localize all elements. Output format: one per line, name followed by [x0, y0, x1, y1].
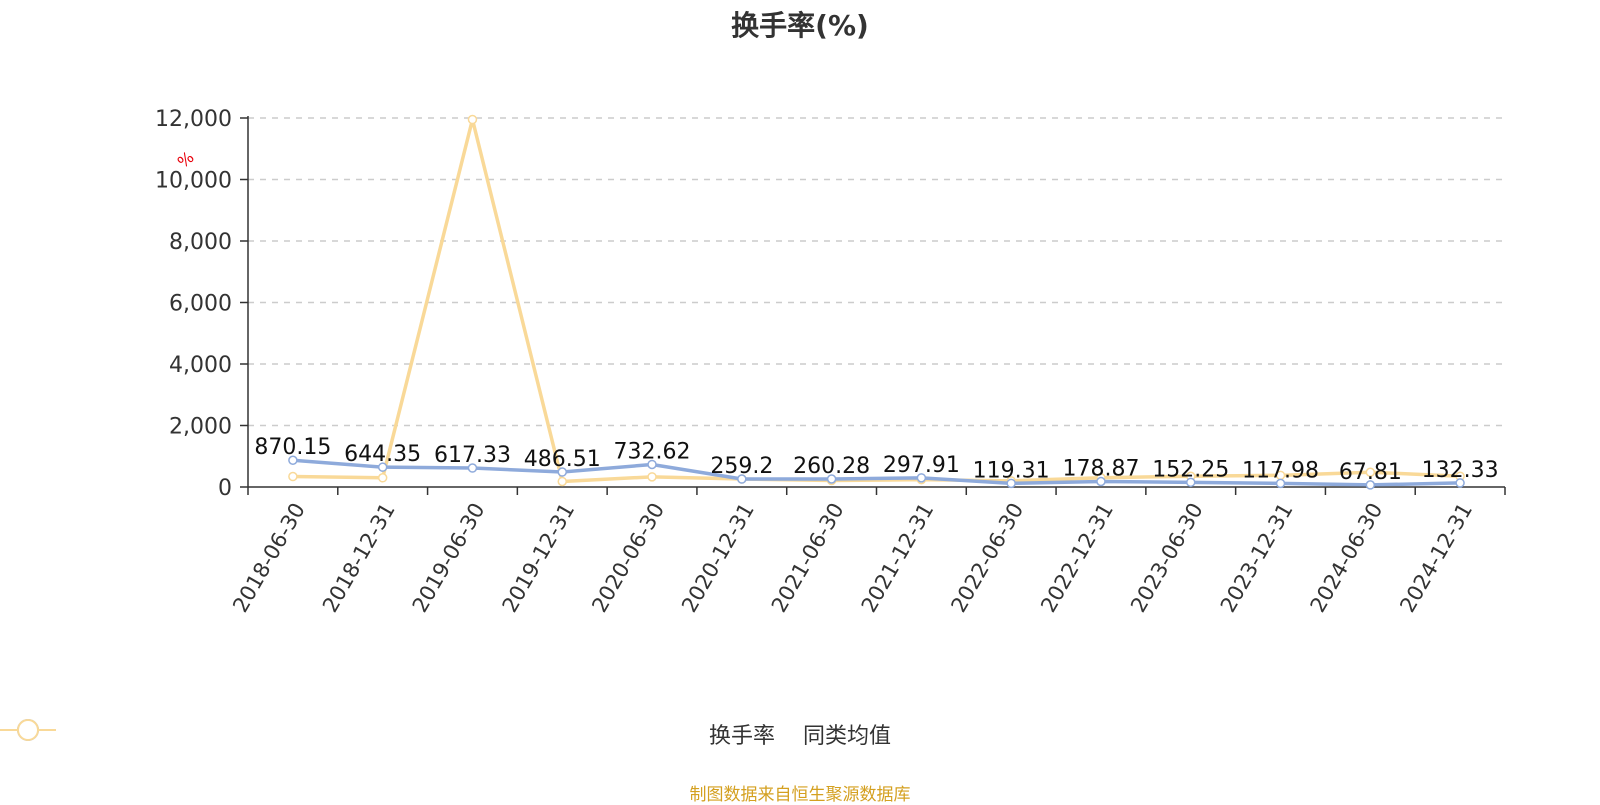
data-label: 119.31 [973, 458, 1050, 483]
legend-item-turnover[interactable]: 换手率 [0, 718, 775, 750]
data-label: 644.35 [344, 442, 421, 467]
data-labels: 870.15 644.35 617.33 486.51 732.62 259.2 260.2… [254, 435, 1498, 485]
data-label: 617.33 [434, 443, 511, 468]
grid-lines [248, 117, 1505, 427]
data-point-peer-average [647, 472, 657, 482]
x-tick-label: 2018-12-31 [318, 499, 400, 617]
data-label: 486.51 [524, 447, 601, 472]
x-tick-label: 2023-12-31 [1216, 499, 1298, 617]
legend: 换手率 同类均值 [0, 718, 1600, 750]
data-point-turnover [1096, 476, 1106, 487]
data-label: 117.98 [1242, 458, 1319, 483]
series-line-turnover [292, 458, 1461, 487]
data-point-turnover [1365, 480, 1376, 490]
x-tick-label: 2021-06-30 [767, 499, 849, 617]
data-label: 152.25 [1152, 457, 1229, 482]
series [288, 114, 1465, 490]
data-point-turnover [916, 473, 927, 483]
y-tick-label: 0 [218, 476, 232, 501]
data-point-peer-average [1365, 467, 1376, 477]
data-point-turnover [647, 459, 657, 470]
data-label: 67.81 [1339, 460, 1402, 485]
data-label: 260.28 [793, 454, 870, 479]
x-tick-label: 2022-12-31 [1036, 499, 1118, 617]
data-label: 732.62 [614, 439, 691, 464]
data-point-peer-average [557, 476, 567, 487]
data-point-turnover [1186, 477, 1196, 488]
y-tick-label: 12,000 [155, 107, 232, 132]
data-point-turnover [737, 474, 747, 484]
data-point-turnover [288, 455, 298, 465]
data-point-turnover [1006, 478, 1016, 489]
data-point-turnover [826, 474, 837, 484]
y-tick-label: 4,000 [169, 353, 232, 378]
data-point-turnover [1275, 478, 1286, 489]
x-tick-label: 2024-06-30 [1306, 499, 1388, 617]
data-label: 297.91 [883, 453, 960, 478]
data-point-turnover [1455, 478, 1465, 488]
axes: 0 2,000 4,000 6,000 8,000 10,000 12,000 2018-06… [155, 107, 1506, 617]
chart-title: 换手率(%) [731, 9, 869, 42]
data-source-note: 制图数据来自恒生聚源数据库 [689, 785, 911, 805]
data-point-peer-average [467, 114, 478, 125]
data-point-turnover [467, 463, 478, 473]
x-tick-label: 2024-12-31 [1395, 499, 1477, 617]
data-point-turnover [557, 467, 567, 477]
data-point-peer-average [377, 473, 388, 483]
legend-label-peer-average: 同类均值 [803, 724, 892, 749]
series-line-peer-average [292, 117, 1461, 484]
data-point-turnover [377, 462, 388, 472]
line-chart: 0 2,000 4,000 6,000 8,000 10,000 12,000 2018-06… [155, 107, 1506, 617]
data-label: 132.33 [1422, 458, 1499, 483]
x-tick-label: 2022-06-30 [946, 499, 1028, 617]
data-point-peer-average [288, 471, 298, 482]
y-tick-label: 8,000 [169, 230, 232, 255]
x-tick-label: 2018-06-30 [228, 499, 310, 617]
y-tick-label: 2,000 [169, 415, 232, 440]
x-tick-label: 2019-06-30 [408, 499, 490, 617]
x-tick-label: 2019-12-31 [498, 499, 580, 617]
x-tick-label: 2020-12-31 [677, 499, 759, 617]
legend-line-circle-icon [0, 719, 56, 741]
x-tick-label: 2021-12-31 [857, 499, 939, 617]
data-label: 178.87 [1062, 456, 1139, 481]
x-tick-label: 2023-06-30 [1126, 499, 1208, 617]
legend-label-turnover: 换手率 [708, 724, 775, 749]
x-tick-label: 2020-06-30 [587, 499, 669, 617]
y-tick-label: 6,000 [169, 292, 232, 317]
legend-item-peer-average[interactable]: 同类均值 [0, 718, 892, 750]
data-label: 259.2 [710, 454, 773, 479]
data-label: 870.15 [254, 435, 331, 460]
y-tick-label: 10,000 [155, 169, 232, 194]
